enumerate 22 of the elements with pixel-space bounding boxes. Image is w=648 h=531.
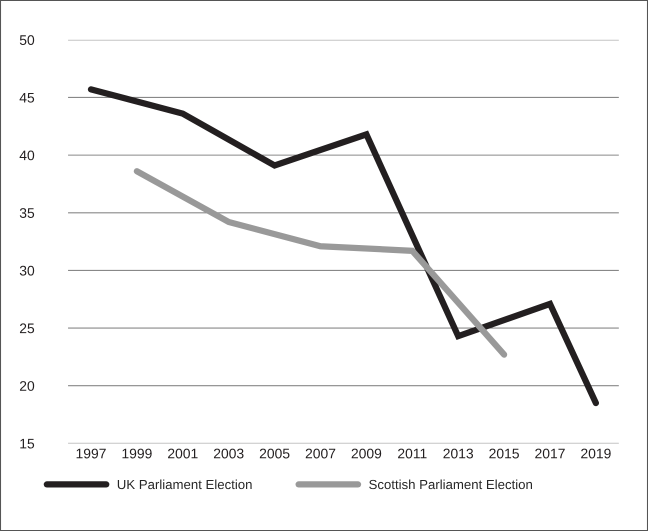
y-tick-label: 15	[20, 438, 34, 449]
x-tick-label: 2017	[535, 448, 565, 458]
x-tick-label: 2011	[398, 448, 427, 458]
x-tick-label: 2019	[581, 448, 611, 458]
x-tick-label: 2013	[443, 448, 474, 458]
x-tick-label: 2001	[168, 448, 198, 458]
y-tick-label: 30	[20, 266, 34, 276]
y-tick-label: 20	[20, 381, 34, 391]
x-tick-label: 2009	[352, 448, 382, 458]
y-tick-label: 50	[20, 35, 34, 45]
x-tick-label: 2003	[214, 448, 244, 458]
x-tick-label: 2015	[489, 448, 519, 458]
legend-label: Scottish Parliament Election	[369, 479, 532, 490]
x-tick-label: 1997	[76, 448, 106, 458]
x-tick-label: 1999	[122, 448, 152, 458]
x-tick-label: 2007	[306, 448, 336, 458]
y-tick-label: 25	[20, 323, 34, 334]
y-tick-label: 40	[20, 150, 34, 160]
legend-label: UK Parliament Election	[118, 479, 252, 490]
y-tick-label: 45	[20, 92, 34, 103]
x-tick-label: 2005	[260, 448, 290, 458]
y-tick-label: 35	[20, 208, 34, 218]
